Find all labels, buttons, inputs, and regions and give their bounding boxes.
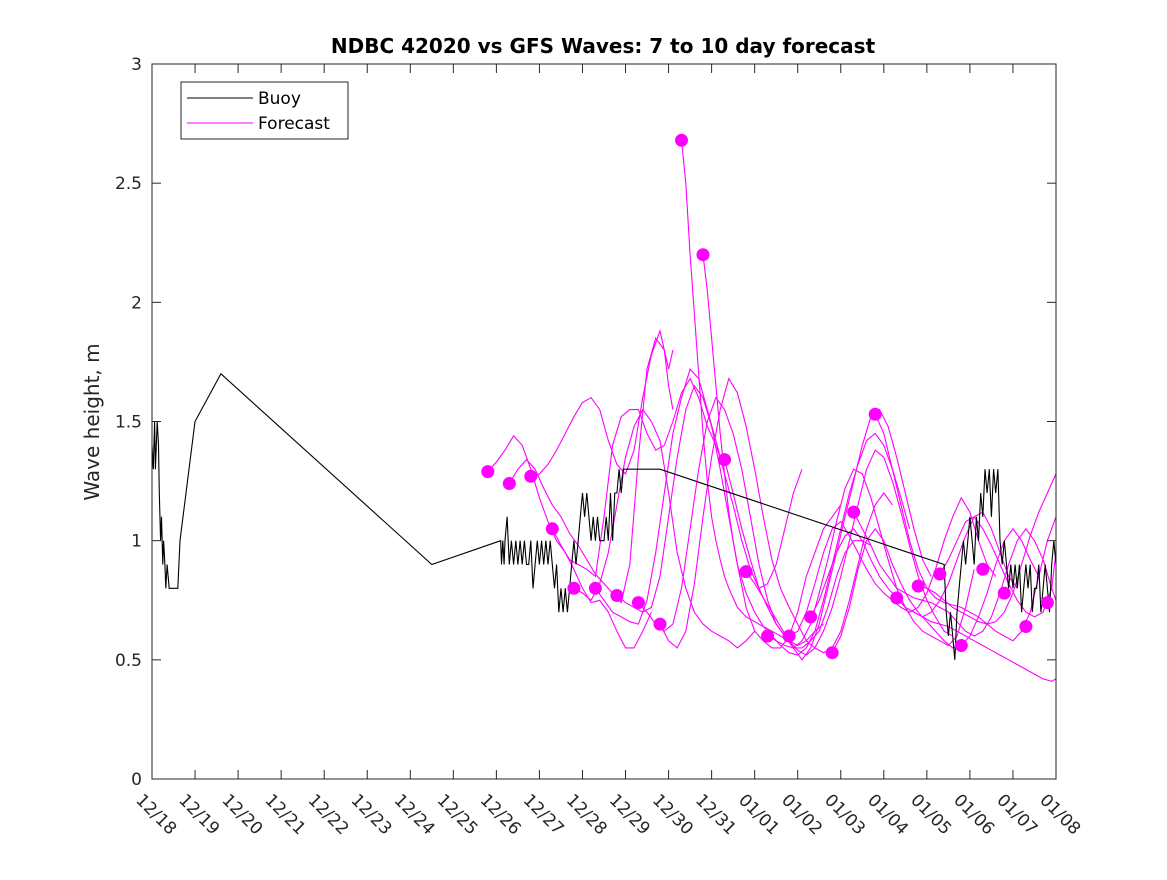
forecast-marker: [911, 579, 925, 593]
forecast-marker: [718, 453, 731, 467]
forecast-line-14: [767, 468, 975, 649]
forecast-marker: [481, 465, 495, 479]
y-axis-label: Wave height, m: [80, 343, 104, 500]
forecast-marker: [653, 617, 667, 631]
chart-title: NDBC 42020 vs GFS Waves: 7 to 10 day for…: [331, 34, 876, 58]
y-tick-label: 2: [131, 293, 142, 313]
forecast-line-5: [573, 408, 756, 649]
forecast-marker: [524, 469, 538, 483]
forecast-marker: [631, 596, 645, 610]
forecast-marker: [825, 646, 839, 660]
forecast-marker: [933, 567, 947, 581]
y-tick-label: 1: [131, 532, 142, 552]
forecast-marker: [502, 477, 516, 490]
forecast-marker: [890, 591, 904, 605]
legend-label-forecast: Forecast: [258, 114, 330, 134]
forecast-marker: [610, 589, 624, 602]
y-tick-label: 0: [131, 770, 142, 790]
y-tick-label: 3: [131, 55, 142, 75]
forecast-marker: [675, 133, 688, 147]
forecast-line-3: [530, 328, 674, 477]
forecast-line-22: [939, 516, 1056, 618]
y-tick-label: 1.5: [115, 413, 142, 433]
forecast-line-4: [551, 377, 721, 578]
forecast-line-7: [616, 384, 842, 649]
forecast-line-21: [918, 473, 1056, 625]
forecast-marker: [954, 639, 968, 652]
forecast-marker: [782, 629, 796, 643]
forecast-line-13: [745, 449, 953, 656]
y-tick-label: 2.5: [115, 174, 142, 194]
forecast-marker: [588, 581, 602, 595]
forecast-marker: [847, 505, 861, 519]
forecast-line-12: [723, 408, 932, 661]
forecast-marker: [696, 248, 710, 262]
forecast-marker: [997, 586, 1011, 600]
plot-area: [152, 133, 1056, 682]
forecast-marker: [739, 565, 753, 579]
legend-label-buoy: Buoy: [258, 89, 301, 109]
legend: Buoy Forecast: [180, 81, 349, 140]
forecast-line-20: [896, 597, 1056, 682]
y-tick-label: 0.5: [115, 651, 142, 671]
forecast-marker: [761, 629, 775, 643]
forecast-marker: [545, 522, 559, 536]
buoy-line: [152, 372, 1056, 660]
forecast-marker: [868, 407, 882, 421]
forecast-line-8: [637, 396, 872, 649]
forecast-marker: [804, 610, 818, 624]
forecast-marker: [1040, 596, 1054, 610]
legend-box: [180, 81, 349, 140]
forecast-line-1: [487, 434, 652, 649]
forecast-line-9: [659, 377, 893, 654]
forecast-marker: [1019, 620, 1033, 633]
forecast-marker: [567, 581, 581, 595]
forecast-marker: [976, 562, 990, 576]
